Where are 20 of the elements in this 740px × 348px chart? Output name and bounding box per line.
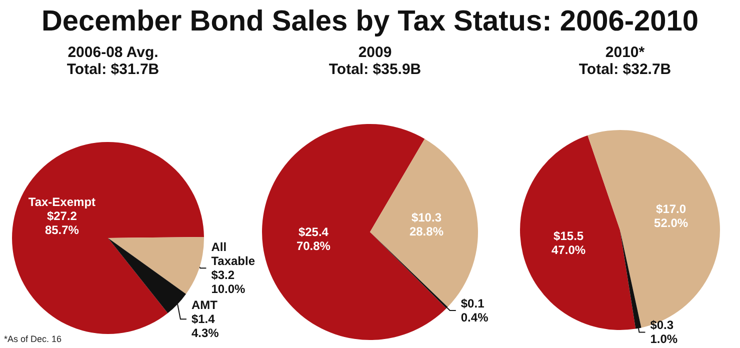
chart-title: 2010*: [605, 44, 645, 61]
data-label: $3.2 10.0%: [211, 268, 246, 296]
data-label: $1.4 4.3%: [191, 312, 220, 340]
text: December Bond Sales by Tax Status: 2006-2010: [41, 6, 699, 38]
data-label: $25.4 70.8%: [296, 225, 331, 254]
slice-label: AMT: [191, 298, 218, 312]
chart-subtitle: Total: $32.7B: [578, 61, 672, 78]
chart-subtitle: Total: $31.7B: [66, 61, 160, 78]
chart-title: 2006-08 Avg.: [68, 44, 158, 61]
slice-label: Tax-Exempt: [28, 195, 96, 210]
text: *As of Dec. 16: [4, 334, 62, 344]
data-label: $15.5 47.0%: [552, 228, 586, 257]
data-label: $0.1 0.4%: [460, 296, 489, 324]
chart-title: 2009: [358, 44, 392, 61]
data-label: $17.0 52.0%: [654, 202, 688, 230]
data-label: $27.2 85.7%: [44, 209, 80, 238]
data-label: $10.3 28.8%: [409, 210, 444, 238]
slice-label: All Taxable: [211, 240, 256, 268]
data-label: $0.3 1.0%: [650, 318, 678, 346]
chart-subtitle: Total: $35.9B: [328, 61, 422, 78]
